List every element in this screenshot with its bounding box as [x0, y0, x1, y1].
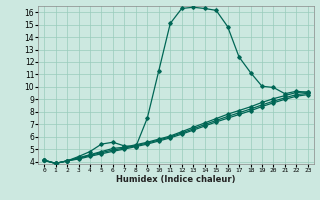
X-axis label: Humidex (Indice chaleur): Humidex (Indice chaleur)	[116, 175, 236, 184]
